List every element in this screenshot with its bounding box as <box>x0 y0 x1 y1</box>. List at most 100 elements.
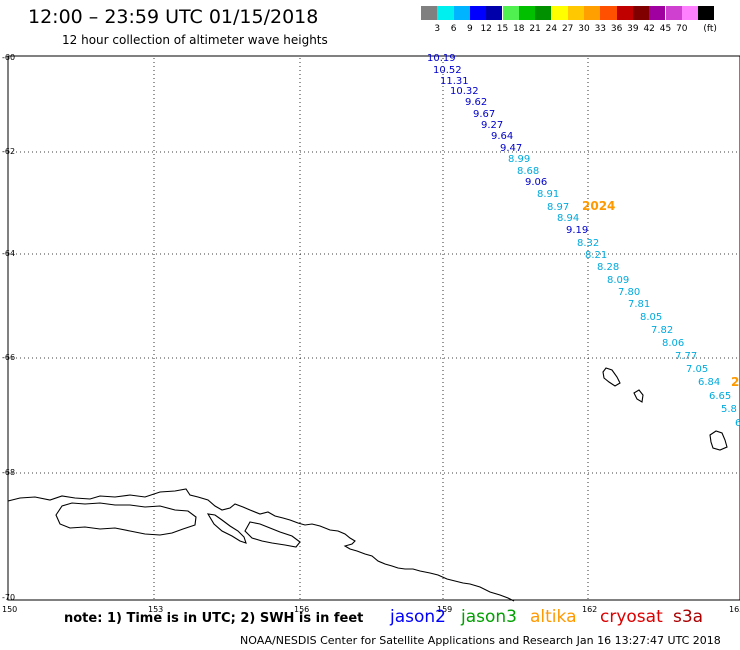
latitude-label: -60 <box>2 53 15 62</box>
color-swatch <box>551 6 568 20</box>
wave-readings: 10.1910.5211.3110.329.629.679.279.649.47… <box>427 53 740 429</box>
wave-height-value: 8.28 <box>597 262 619 273</box>
wave-height-value: 5.8 <box>721 404 737 415</box>
longitude-label: 162 <box>582 605 597 614</box>
wave-height-value: 8.97 <box>547 202 569 213</box>
color-scale-unit: (ft) <box>703 24 717 34</box>
wave-height-value: 9.67 <box>473 109 495 120</box>
satellite-legend-cryosat: cryosat <box>600 607 663 627</box>
coastal-inlet <box>55 502 197 536</box>
color-swatch <box>453 6 470 20</box>
color-swatch <box>681 6 699 20</box>
coastal-bay <box>206 513 247 544</box>
satellite-legend-jason2: jason2 <box>390 607 446 627</box>
island-east <box>709 430 728 451</box>
color-scale-label: 39 <box>627 24 639 34</box>
color-swatch <box>518 6 536 20</box>
wave-height-value: 6.65 <box>709 391 731 402</box>
longitude-label: 150 <box>2 605 17 614</box>
color-scale-label: 9 <box>467 24 473 34</box>
color-swatch <box>616 6 633 20</box>
wave-height-value: 11.31 <box>440 76 469 87</box>
latitude-label: -68 <box>2 468 15 477</box>
latitude-label: -66 <box>2 353 15 362</box>
pass-time-label: 2 <box>731 375 739 389</box>
wave-height-value: 10.52 <box>433 65 462 76</box>
wave-height-value: 10.32 <box>450 86 479 97</box>
wave-height-value: 8.68 <box>517 166 539 177</box>
color-scale-label: 3 <box>434 24 441 34</box>
color-swatch <box>469 6 487 20</box>
wave-height-value: 7.80 <box>618 287 640 298</box>
color-scale-label: 12 <box>480 24 492 34</box>
color-scale-label: 24 <box>545 24 558 34</box>
longitude-label: 153 <box>148 605 163 614</box>
wave-height-value: 8.91 <box>537 189 559 200</box>
pass-time-labels: 2024 2 <box>582 199 739 389</box>
color-scale-label: 6 <box>450 24 457 34</box>
wave-height-value: 8.94 <box>557 213 579 224</box>
island-north <box>602 367 621 387</box>
wave-height-value: 8.05 <box>640 312 662 323</box>
map-frame <box>7 55 740 601</box>
color-scale-label: 33 <box>594 24 607 34</box>
wave-height-value: 9.64 <box>491 131 513 142</box>
color-swatch <box>567 6 584 20</box>
latitude-label: -70 <box>2 593 15 602</box>
color-scale-label: 36 <box>610 24 623 34</box>
map-grid <box>7 55 740 601</box>
axis-labels: -60 -62 -64 -66 -68 -70 150 153 156 159 162 165 <box>2 53 740 614</box>
wave-height-value: 6 <box>735 418 740 429</box>
wave-height-value: 6.84 <box>698 377 720 388</box>
island-middle <box>633 389 644 403</box>
map-subtitle: 12 hour collection of altimeter wave hei… <box>62 33 328 47</box>
antarctic-coastline <box>7 488 515 602</box>
color-scale-label: 70 <box>676 24 688 34</box>
color-scale-label: 30 <box>578 24 590 34</box>
color-swatch <box>502 6 519 20</box>
color-scale-label: 21 <box>529 24 541 34</box>
coastline <box>7 367 728 602</box>
map-title: 12:00 – 23:59 UTC 01/15/2018 <box>28 6 319 28</box>
wave-height-value: 8.06 <box>662 338 684 349</box>
color-swatch <box>437 6 454 20</box>
note-text: note: 1) Time is in UTC; 2) SWH is in fe… <box>64 611 364 626</box>
color-scale-label: 45 <box>659 24 672 34</box>
latitude-label: -62 <box>2 147 15 156</box>
wave-height-value: 7.82 <box>651 325 673 336</box>
color-swatch <box>486 6 503 20</box>
wave-height-value: 9.19 <box>566 225 588 236</box>
satellite-legend-altika: altika <box>530 607 577 627</box>
coastal-inlet-east <box>244 521 301 548</box>
color-scale-label: 15 <box>496 24 509 34</box>
satellite-legend-jason3: jason3 <box>461 607 517 627</box>
wave-height-value: 8.09 <box>607 275 629 286</box>
color-swatch <box>632 6 650 20</box>
color-swatch <box>535 6 552 20</box>
color-scale-label: 42 <box>643 24 655 34</box>
wave-height-value: 8.32 <box>577 238 599 249</box>
color-scale-label: 27 <box>561 24 574 34</box>
wave-height-value: 7.81 <box>628 299 650 310</box>
wave-height-value: 8.21 <box>585 250 607 261</box>
color-swatch <box>584 6 601 20</box>
color-swatch <box>698 6 715 20</box>
wave-height-value: 7.77 <box>675 351 697 362</box>
wave-height-value: 9.27 <box>481 120 503 131</box>
pass-time-label: 2024 <box>582 199 615 213</box>
longitude-label: 156 <box>294 605 309 614</box>
color-swatch <box>665 6 682 20</box>
color-swatch <box>649 6 666 20</box>
wave-height-value: 9.06 <box>525 177 547 188</box>
wave-height-value: 10.19 <box>427 53 456 64</box>
color-swatch <box>421 6 438 20</box>
longitude-label: 159 <box>437 605 452 614</box>
wave-height-value: 8.99 <box>508 154 530 165</box>
wave-height-value: 9.62 <box>465 97 487 108</box>
color-swatch <box>600 6 617 20</box>
wave-height-value: 7.05 <box>686 364 708 375</box>
longitude-label: 165 <box>729 605 740 614</box>
wave-height-value: 9.47 <box>500 143 522 154</box>
latitude-label: -64 <box>2 249 15 258</box>
